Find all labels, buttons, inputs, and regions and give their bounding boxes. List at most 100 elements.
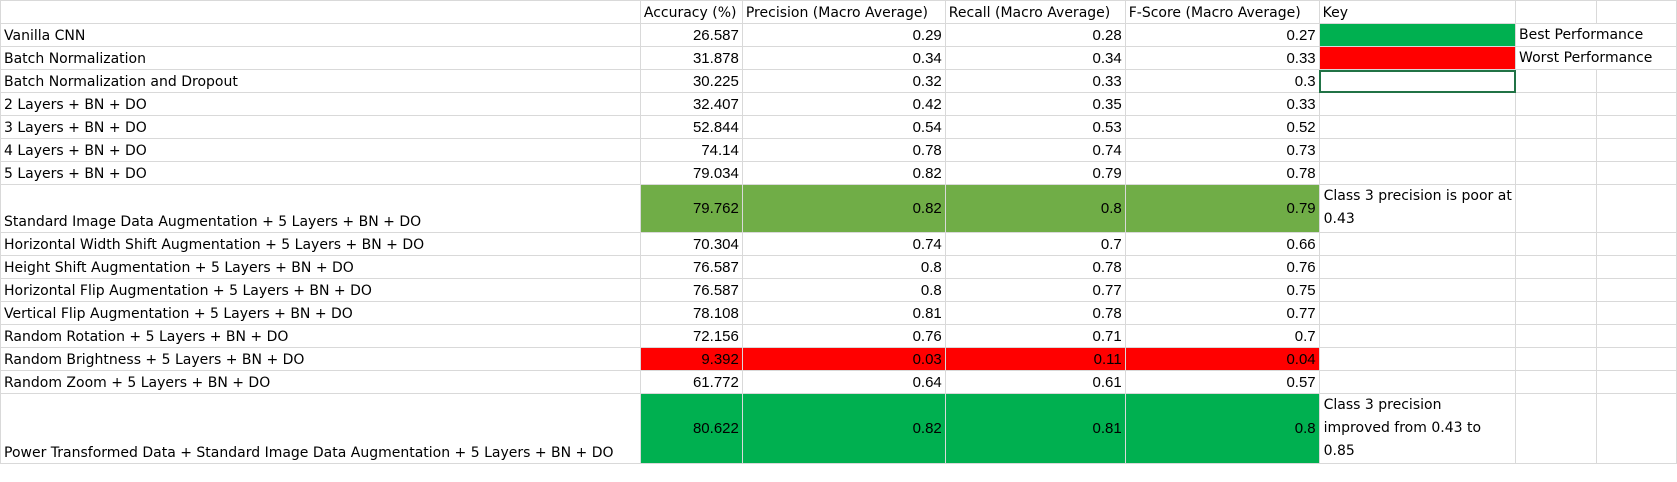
precision-cell[interactable]: 0.03 <box>741 347 946 371</box>
fscore-cell[interactable]: 0.79 <box>1124 184 1320 233</box>
empty-cell[interactable] <box>1318 370 1517 394</box>
row-label[interactable]: 3 Layers + BN + DO <box>0 115 641 139</box>
corner-cell[interactable] <box>0 0 641 24</box>
fscore-cell[interactable]: 0.7 <box>1124 324 1320 348</box>
row-label[interactable]: Horizontal Width Shift Augmentation + 5 … <box>0 232 641 256</box>
empty-cell[interactable] <box>1595 232 1677 256</box>
recall-cell[interactable]: 0.53 <box>944 115 1126 139</box>
empty-cell[interactable] <box>1595 255 1677 279</box>
fscore-cell[interactable]: 0.33 <box>1124 46 1320 70</box>
precision-cell[interactable]: 0.34 <box>741 46 946 70</box>
recall-cell[interactable]: 0.11 <box>944 347 1126 371</box>
row-label[interactable]: Standard Image Data Augmentation + 5 Lay… <box>0 184 641 233</box>
empty-cell[interactable] <box>1318 347 1517 371</box>
precision-cell[interactable]: 0.78 <box>741 138 946 162</box>
fscore-cell[interactable]: 0.52 <box>1124 115 1320 139</box>
precision-cell[interactable]: 0.64 <box>741 370 946 394</box>
empty-cell[interactable] <box>1595 69 1677 93</box>
accuracy-cell[interactable]: 79.034 <box>639 161 743 185</box>
accuracy-cell[interactable]: 61.772 <box>639 370 743 394</box>
selected-cell[interactable] <box>1318 69 1517 93</box>
empty-cell[interactable] <box>1318 255 1517 279</box>
empty-cell[interactable] <box>1595 370 1677 394</box>
empty-cell[interactable] <box>1515 301 1597 325</box>
precision-cell[interactable]: 0.81 <box>741 301 946 325</box>
recall-cell[interactable]: 0.77 <box>944 278 1126 302</box>
row-label[interactable]: 4 Layers + BN + DO <box>0 138 641 162</box>
accuracy-cell[interactable]: 70.304 <box>639 232 743 256</box>
accuracy-cell[interactable]: 30.225 <box>639 69 743 93</box>
recall-cell[interactable]: 0.34 <box>944 46 1126 70</box>
fscore-cell[interactable]: 0.33 <box>1124 92 1320 116</box>
empty-cell[interactable] <box>1515 393 1597 464</box>
key-swatch-worst[interactable] <box>1318 46 1517 70</box>
accuracy-cell[interactable]: 79.762 <box>639 184 743 233</box>
empty-cell[interactable] <box>1318 161 1517 185</box>
empty-cell[interactable] <box>1515 92 1597 116</box>
empty-cell[interactable] <box>1515 278 1597 302</box>
empty-cell[interactable] <box>1595 347 1677 371</box>
empty-cell[interactable] <box>1318 138 1517 162</box>
empty-cell[interactable] <box>1318 301 1517 325</box>
recall-cell[interactable]: 0.81 <box>944 393 1126 464</box>
row-label[interactable]: 5 Layers + BN + DO <box>0 161 641 185</box>
row-label[interactable]: Random Zoom + 5 Layers + BN + DO <box>0 370 641 394</box>
empty-cell[interactable] <box>1595 138 1677 162</box>
empty-cell[interactable] <box>1595 92 1677 116</box>
precision-cell[interactable]: 0.54 <box>741 115 946 139</box>
fscore-cell[interactable]: 0.04 <box>1124 347 1320 371</box>
accuracy-cell[interactable]: 78.108 <box>639 301 743 325</box>
fscore-cell[interactable]: 0.3 <box>1124 69 1320 93</box>
empty-cell[interactable] <box>1515 184 1597 233</box>
empty-cell[interactable] <box>1515 232 1597 256</box>
accuracy-cell[interactable]: 31.878 <box>639 46 743 70</box>
empty-cell[interactable] <box>1595 0 1677 24</box>
note-cell[interactable]: Class 3 precision improved from 0.43 to … <box>1318 393 1517 464</box>
empty-cell[interactable] <box>1595 115 1677 139</box>
row-label[interactable]: Random Rotation + 5 Layers + BN + DO <box>0 324 641 348</box>
recall-cell[interactable]: 0.71 <box>944 324 1126 348</box>
fscore-cell[interactable]: 0.27 <box>1124 23 1320 47</box>
empty-cell[interactable] <box>1595 324 1677 348</box>
row-label[interactable]: Height Shift Augmentation + 5 Layers + B… <box>0 255 641 279</box>
header-fscore[interactable]: F-Score (Macro Average) <box>1124 0 1320 24</box>
note-cell[interactable]: Class 3 precision is poor at 0.43 <box>1318 184 1517 233</box>
fscore-cell[interactable]: 0.78 <box>1124 161 1320 185</box>
empty-cell[interactable] <box>1515 324 1597 348</box>
recall-cell[interactable]: 0.79 <box>944 161 1126 185</box>
empty-cell[interactable] <box>1515 255 1597 279</box>
precision-cell[interactable]: 0.29 <box>741 23 946 47</box>
precision-cell[interactable]: 0.42 <box>741 92 946 116</box>
precision-cell[interactable]: 0.82 <box>741 184 946 233</box>
empty-cell[interactable] <box>1318 324 1517 348</box>
recall-cell[interactable]: 0.78 <box>944 301 1126 325</box>
accuracy-cell[interactable]: 76.587 <box>639 255 743 279</box>
recall-cell[interactable]: 0.35 <box>944 92 1126 116</box>
accuracy-cell[interactable]: 74.14 <box>639 138 743 162</box>
precision-cell[interactable]: 0.32 <box>741 69 946 93</box>
recall-cell[interactable]: 0.7 <box>944 232 1126 256</box>
key-label-worst[interactable]: Worst Performance <box>1515 46 1677 70</box>
recall-cell[interactable]: 0.61 <box>944 370 1126 394</box>
empty-cell[interactable] <box>1595 161 1677 185</box>
empty-cell[interactable] <box>1595 278 1677 302</box>
accuracy-cell[interactable]: 52.844 <box>639 115 743 139</box>
empty-cell[interactable] <box>1515 0 1597 24</box>
precision-cell[interactable]: 0.8 <box>741 278 946 302</box>
empty-cell[interactable] <box>1318 278 1517 302</box>
empty-cell[interactable] <box>1318 115 1517 139</box>
empty-cell[interactable] <box>1595 184 1677 233</box>
fscore-cell[interactable]: 0.73 <box>1124 138 1320 162</box>
precision-cell[interactable]: 0.76 <box>741 324 946 348</box>
key-label-best[interactable]: Best Performance <box>1515 23 1677 47</box>
empty-cell[interactable] <box>1515 115 1597 139</box>
accuracy-cell[interactable]: 32.407 <box>639 92 743 116</box>
empty-cell[interactable] <box>1515 138 1597 162</box>
empty-cell[interactable] <box>1515 69 1597 93</box>
empty-cell[interactable] <box>1595 301 1677 325</box>
row-label[interactable]: Vertical Flip Augmentation + 5 Layers + … <box>0 301 641 325</box>
row-label[interactable]: Batch Normalization <box>0 46 641 70</box>
fscore-cell[interactable]: 0.8 <box>1124 393 1320 464</box>
empty-cell[interactable] <box>1515 161 1597 185</box>
precision-cell[interactable]: 0.82 <box>741 161 946 185</box>
